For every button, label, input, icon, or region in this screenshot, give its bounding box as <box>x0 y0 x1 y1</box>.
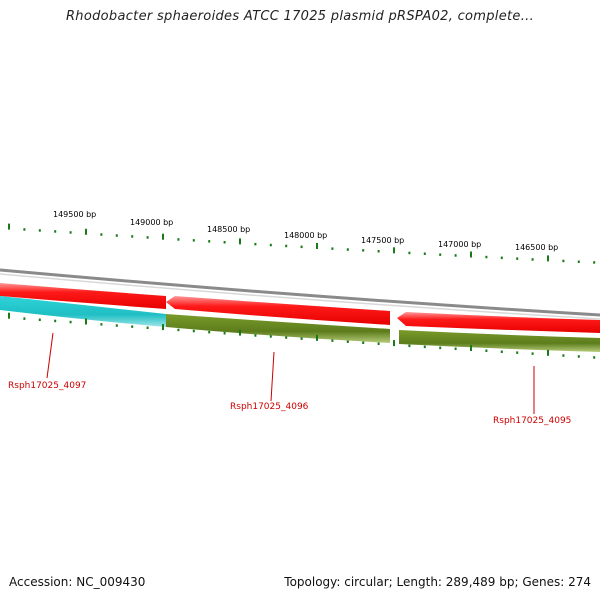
gene-arrow-reverse-2[interactable] <box>166 314 390 343</box>
scale-label-147500: 147500 bp <box>361 236 404 245</box>
scale-label-149000: 149000 bp <box>130 218 173 227</box>
gene-label-leader-1 <box>46 332 54 379</box>
scale-label-149500: 149500 bp <box>53 210 96 219</box>
gene-arrow-forward-1[interactable] <box>0 283 166 309</box>
gene-arrow-forward-3[interactable] <box>397 312 600 333</box>
backbone-highlight <box>0 273 600 320</box>
gene-arrow-reverse-3[interactable] <box>399 330 600 352</box>
upper-scale-ticks <box>8 223 596 264</box>
gene-arrow-forward-2[interactable] <box>166 296 390 325</box>
scale-label-148000: 148000 bp <box>284 231 327 240</box>
gene-label-leader-2 <box>270 351 275 402</box>
scale-label-146500: 146500 bp <box>515 243 558 252</box>
accession-text: Accession: NC_009430 <box>9 575 146 589</box>
gene-label-3[interactable]: Rsph17025_4095 <box>493 416 571 426</box>
scale-label-147000: 147000 bp <box>438 240 481 249</box>
gene-arrow-reverse-1[interactable] <box>0 296 166 327</box>
gene-label-2[interactable]: Rsph17025_4096 <box>230 402 309 412</box>
scale-label-148500: 148500 bp <box>207 225 250 234</box>
topology-summary-text: Topology: circular; Length: 289,489 bp; … <box>284 575 591 589</box>
backbone-line <box>0 268 600 317</box>
gene-label-1[interactable]: Rsph17025_4097 <box>8 381 86 391</box>
lower-scale-ticks <box>8 312 596 359</box>
map-title: Rhodobacter sphaeroides ATCC 17025 plasm… <box>65 9 535 24</box>
